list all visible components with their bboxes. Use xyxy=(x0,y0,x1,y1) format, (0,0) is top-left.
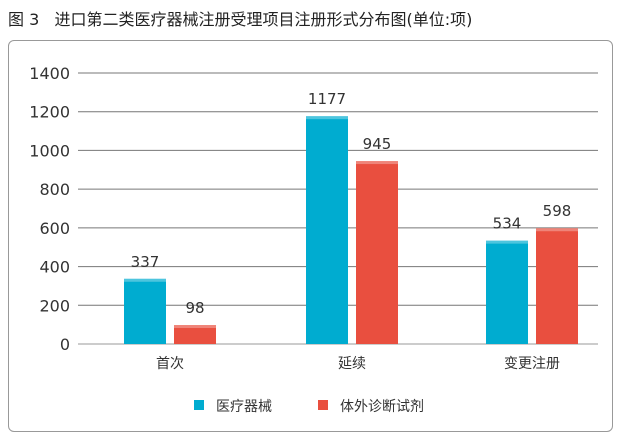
bar-device xyxy=(124,278,166,344)
legend-label: 体外诊断试剂 xyxy=(340,399,424,415)
y-tick-label: 600 xyxy=(39,219,70,238)
bar-highlight xyxy=(306,116,348,120)
bar-ivd xyxy=(356,161,398,344)
data-label: 534 xyxy=(493,215,522,233)
data-label: 337 xyxy=(131,253,160,271)
data-label: 598 xyxy=(543,202,572,220)
bar-ivd xyxy=(536,228,578,344)
chart-frame xyxy=(8,40,613,432)
chart-title: 图 3 进口第二类医疗器械注册受理项目注册形式分布图(单位:项) xyxy=(8,10,473,29)
bar-highlight xyxy=(486,240,528,244)
legend-swatch xyxy=(318,400,328,410)
bar-device xyxy=(486,240,528,344)
legend-swatch xyxy=(194,400,204,410)
bar-ivd xyxy=(174,325,216,344)
x-tick-label: 首次 xyxy=(156,356,184,372)
bar-highlight xyxy=(536,228,578,232)
y-tick-label: 1200 xyxy=(29,103,70,122)
bar-device xyxy=(306,116,348,344)
y-tick-label: 400 xyxy=(39,258,70,277)
bar-highlight xyxy=(124,278,166,282)
y-tick-label: 1000 xyxy=(29,141,70,160)
bar-highlight xyxy=(356,161,398,165)
y-tick-label: 0 xyxy=(60,335,70,354)
legend-label: 医疗器械 xyxy=(216,399,272,415)
y-tick-label: 800 xyxy=(39,180,70,199)
bar-highlight xyxy=(174,325,216,329)
x-tick-label: 延续 xyxy=(338,355,366,372)
data-label: 1177 xyxy=(308,90,346,108)
data-label: 98 xyxy=(185,299,204,317)
y-tick-label: 200 xyxy=(39,296,70,315)
data-label: 945 xyxy=(363,135,392,153)
y-tick-label: 1400 xyxy=(29,64,70,83)
x-tick-label: 变更注册 xyxy=(504,356,560,372)
